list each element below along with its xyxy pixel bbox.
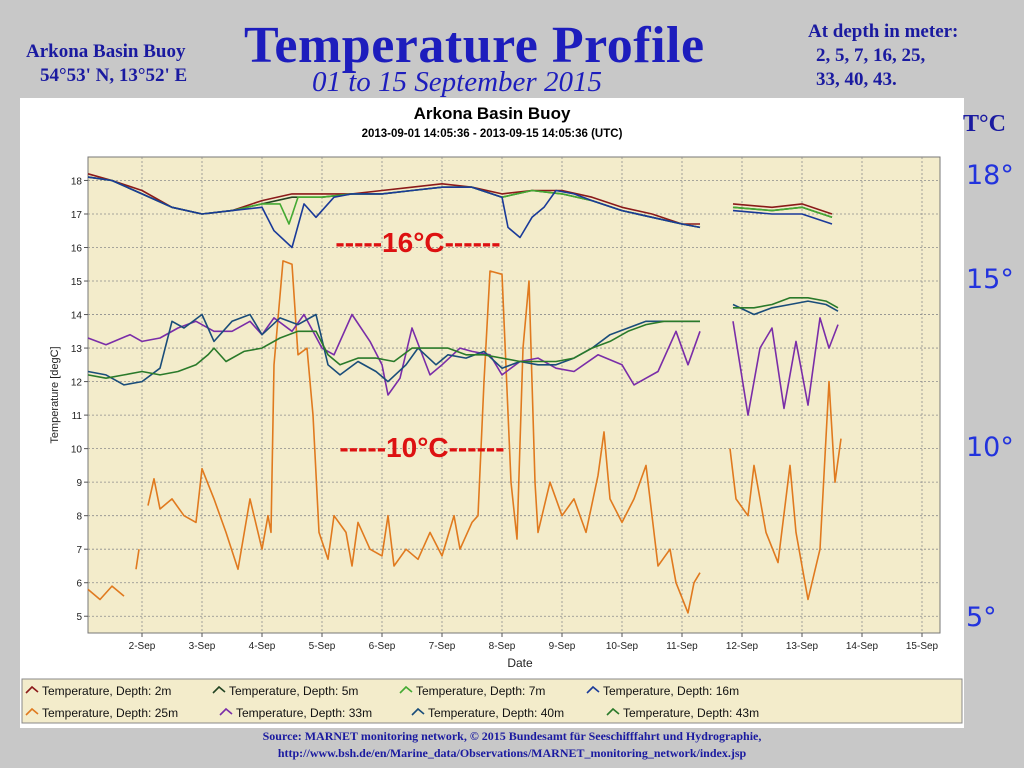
source-line-2[interactable]: http://www.bsh.de/en/Marine_data/Observa… <box>277 746 747 760</box>
y-tick-label: 7 <box>76 545 82 556</box>
y-tick-label: 12 <box>71 378 83 389</box>
x-tick-label: 6-Sep <box>369 641 396 652</box>
overlay-scale-label: 10° <box>966 432 1014 463</box>
legend-label-5: Temperature, Depth: 25m <box>42 706 178 720</box>
x-tick-label: 5-Sep <box>309 641 336 652</box>
x-axis-label: Date <box>507 656 533 670</box>
x-tick-label: 13-Sep <box>786 641 819 652</box>
legend-label-4: Temperature, Depth: 16m <box>603 684 739 698</box>
page-title: Temperature Profile <box>244 17 705 74</box>
legend-label-2: Temperature, Depth: 5m <box>229 684 358 698</box>
x-tick-label: 15-Sep <box>906 641 939 652</box>
y-tick-label: 9 <box>76 478 82 489</box>
overlay-10c-marker: -----10°C------ <box>339 432 504 463</box>
x-tick-label: 9-Sep <box>549 641 576 652</box>
x-tick-label: 2-Sep <box>129 641 156 652</box>
x-tick-label: 3-Sep <box>189 641 216 652</box>
legend <box>21 678 963 724</box>
x-tick-label: 8-Sep <box>489 641 516 652</box>
legend-swatch-1 <box>25 685 39 694</box>
series-line-6 <box>87 313 839 416</box>
legend-swatch-4 <box>586 685 600 694</box>
x-tick-label: 12-Sep <box>726 641 759 652</box>
chart-title: Arkona Basin Buoy <box>414 104 571 123</box>
legend-swatch-2 <box>212 685 226 694</box>
x-tick-label: 11-Sep <box>666 641 698 652</box>
overlay-scale-label: 5° <box>966 602 997 633</box>
chart-subtitle: 2013-09-01 14:05:36 - 2013-09-15 14:05:3… <box>362 128 623 140</box>
legend-swatch-8 <box>606 707 620 716</box>
legend-swatch-5 <box>25 707 39 716</box>
overlay-scale-label: 15° <box>966 264 1014 295</box>
depth-list-line-1: 2, 5, 7, 16, 25, <box>816 45 926 66</box>
y-tick-label: 11 <box>72 411 83 422</box>
y-axis-label: Temperature [degC] <box>49 346 61 443</box>
y-tick-label: 10 <box>71 445 83 456</box>
plot-area <box>87 156 941 634</box>
unit-label: T°C <box>963 111 1006 137</box>
buoy-name: Arkona Basin Buoy <box>26 41 186 62</box>
y-tick-label: 15 <box>71 277 83 288</box>
overlay-16c-marker: -----16°C------ <box>335 227 500 258</box>
x-tick-label: 4-Sep <box>249 641 276 652</box>
legend-label-1: Temperature, Depth: 2m <box>42 684 171 698</box>
y-tick-label: 8 <box>76 512 82 523</box>
buoy-coordinates: 54°53' N, 13°52' E <box>40 65 188 86</box>
legend-swatch-7 <box>411 707 425 716</box>
y-tick-label: 13 <box>71 344 83 355</box>
buoy-info: Arkona Basin Buoy 54°53' N, 13°52' E <box>26 40 187 88</box>
x-tick-label: 10-Sep <box>606 641 639 652</box>
legend-label-7: Temperature, Depth: 40m <box>428 706 564 720</box>
y-tick-label: 5 <box>76 612 82 623</box>
series-line-8 <box>87 297 839 379</box>
source-line-1: Source: MARNET monitoring network, © 201… <box>262 729 762 743</box>
y-tick-label: 17 <box>71 210 83 221</box>
y-tick-label: 16 <box>71 244 83 255</box>
depth-heading: At depth in meter: <box>808 21 959 42</box>
legend-label-3: Temperature, Depth: 7m <box>416 684 545 698</box>
legend-label-8: Temperature, Depth: 43m <box>623 706 759 720</box>
depth-list-line-2: 33, 40, 43. <box>816 69 897 90</box>
series-lines <box>87 173 842 614</box>
legend-label-6: Temperature, Depth: 33m <box>236 706 372 720</box>
y-tick-label: 14 <box>71 311 83 322</box>
series-line-5 <box>87 260 842 614</box>
source-credit: Source: MARNET monitoring network, © 201… <box>0 728 1024 762</box>
legend-swatch-3 <box>399 685 413 694</box>
x-tick-label: 7-Sep <box>429 641 456 652</box>
series-line-4 <box>87 176 833 249</box>
depth-info: At depth in meter: 2, 5, 7, 16, 25, 33, … <box>808 20 958 92</box>
y-tick-label: 6 <box>76 579 82 590</box>
page-subtitle: 01 to 15 September 2015 <box>312 66 602 98</box>
legend-swatch-6 <box>219 707 233 716</box>
x-tick-label: 14-Sep <box>846 641 879 652</box>
overlay-scale-label: 18° <box>966 160 1014 191</box>
y-tick-label: 18 <box>71 176 83 187</box>
